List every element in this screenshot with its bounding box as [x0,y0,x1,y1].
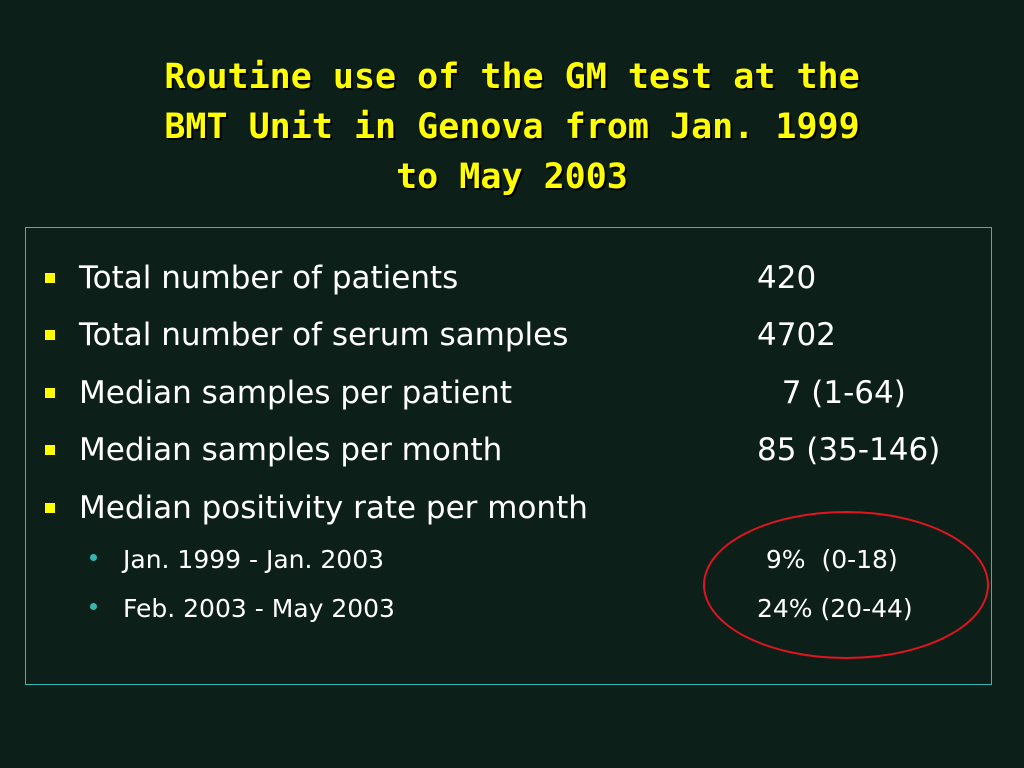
item-label: Total number of serum samples [79,317,569,353]
title-line-1: Routine use of the GM test at the [164,57,860,97]
item-value: 85 (35-146) [757,432,941,468]
list-item-total-patients: Total number of patients 420 [0,258,1024,298]
sub-item-label: Jan. 1999 - Jan. 2003 [123,545,385,574]
item-value: 4702 [757,317,836,353]
dot-bullet-icon [90,603,97,610]
item-value: 7 (1-64) [762,375,906,411]
highlight-circle [703,511,989,659]
square-bullet-icon [45,388,55,398]
content-box [25,227,992,685]
item-value: 420 [757,260,817,296]
list-item-samples-per-month: Median samples per month 85 (35-146) [0,430,1024,470]
list-item-samples-per-patient: Median samples per patient 7 (1-64) [0,373,1024,413]
square-bullet-icon [45,330,55,340]
item-label: Median positivity rate per month [79,490,588,526]
list-item-positivity-rate: Median positivity rate per month [0,488,1024,528]
slide-title: Routine use of the GM test at the BMT Un… [62,52,962,202]
square-bullet-icon [45,273,55,283]
square-bullet-icon [45,503,55,513]
list-item-total-samples: Total number of serum samples 4702 [0,315,1024,355]
dot-bullet-icon [90,554,97,561]
title-line-2: BMT Unit in Genova from Jan. 1999 [164,107,860,147]
item-label: Total number of patients [79,260,459,296]
item-label: Median samples per month [79,432,503,468]
sub-item-label: Feb. 2003 - May 2003 [123,594,395,623]
item-label: Median samples per patient [79,375,512,411]
title-line-3: to May 2003 [396,157,628,197]
square-bullet-icon [45,445,55,455]
